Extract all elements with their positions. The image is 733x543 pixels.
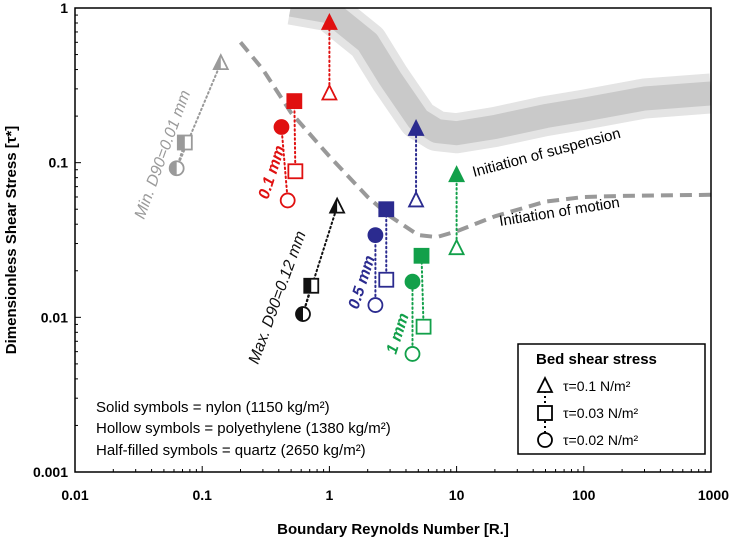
- x-tick-label-3: 10: [449, 487, 465, 503]
- marker-2-4: [448, 238, 466, 256]
- marker-4-0-half-fill: [295, 307, 303, 322]
- marker-0-3: [286, 93, 303, 110]
- y-axis-title: Dimensionless Shear Stress [τ*]: [3, 126, 20, 354]
- plot-area: 0.01 0.1 1 10 100 1000 0.001 0.01 0.1 1: [33, 0, 729, 503]
- motion-curve-layer: [238, 41, 711, 240]
- suspension-band-layer: [287, 8, 711, 154]
- marker-2-2-body: [415, 318, 432, 335]
- marker-3-0-half-fill: [169, 161, 177, 176]
- x-tick-label-4: 100: [572, 487, 596, 503]
- marker-3-2: [212, 53, 230, 71]
- marker-1-0-body: [367, 297, 384, 313]
- marker-0-1: [273, 119, 290, 135]
- legend-symbol-1-body: [537, 405, 553, 421]
- marker-0-0: [279, 192, 296, 209]
- marker-2-0-body: [404, 346, 421, 362]
- axis-tick-layer: 0.01 0.1 1 10 100 1000 0.001 0.01 0.1 1: [33, 0, 729, 503]
- marker-2-1-body: [404, 273, 421, 290]
- suspension-band-inner-0: [289, 8, 711, 146]
- marker-4-2: [328, 196, 346, 214]
- marker-0-2: [287, 163, 304, 180]
- connector-0-2: [293, 100, 297, 173]
- marker-2-3-body: [413, 247, 430, 264]
- marker-3-1: [176, 134, 193, 151]
- connector-0-0: [280, 126, 289, 202]
- marker-3-2-half-fill: [213, 55, 221, 70]
- marker-0-5: [320, 12, 338, 30]
- marker-2-4-body: [448, 238, 466, 256]
- x-tick-label-1: 0.1: [192, 487, 212, 503]
- marker-2-5-body: [448, 165, 466, 183]
- marker-0-2-body: [287, 163, 304, 180]
- marker-0-4: [320, 83, 338, 101]
- marker-1-0: [367, 297, 384, 313]
- legend-label-1: τ=0.03 N/m²: [563, 405, 639, 421]
- legend-label-0: τ=0.1 N/m²: [563, 378, 631, 394]
- marker-3-1-half-fill: [177, 135, 185, 150]
- connector-3-q: [175, 62, 222, 170]
- material-note-solid: Solid symbols = nylon (1150 kg/m²): [96, 399, 330, 416]
- material-note-hollow: Hollow symbols = polyethylene (1380 kg/m…: [96, 420, 391, 437]
- marker-4-1: [303, 277, 320, 294]
- x-tick-label-5: 1000: [698, 487, 729, 503]
- legend-entries: τ=0.1 N/m² τ=0.03 N/m² τ=0.02 N/m²: [536, 375, 639, 448]
- plot-frame: [74, 7, 712, 473]
- marker-2-3: [413, 247, 430, 264]
- series-label-min-d90: Min. D90=0.01 mm: [132, 88, 194, 221]
- x-axis-title: Boundary Reynolds Number [R.]: [277, 521, 509, 538]
- series-label-max-d90: Max. D90=0.12 mm: [246, 229, 310, 366]
- connector-4-q: [301, 205, 339, 316]
- marker-4-1-half-fill: [304, 278, 312, 293]
- legend-title: Bed shear stress: [536, 351, 657, 368]
- marker-1-3-body: [378, 201, 395, 218]
- marker-2-0: [404, 346, 421, 362]
- marker-2-2: [415, 318, 432, 335]
- x-tick-label-2: 1: [326, 487, 334, 503]
- marker-1-1: [367, 227, 384, 244]
- marker-4-0: [295, 306, 311, 322]
- marker-1-4: [407, 190, 425, 208]
- marker-1-2: [378, 271, 395, 288]
- initiation-motion-label: Initiation of motion: [498, 194, 621, 230]
- marker-0-1-body: [273, 119, 290, 135]
- marker-0-0-body: [279, 192, 296, 209]
- x-tick-label-0: 0.01: [61, 487, 88, 503]
- series-connector-layer: [175, 21, 458, 355]
- marker-1-5-body: [407, 119, 425, 136]
- legend-symbol-2-body: [537, 432, 553, 448]
- marker-4-2-half-fill: [330, 198, 338, 213]
- marker-1-2-body: [378, 271, 395, 288]
- legend: Bed shear stress τ=0.1 N/m²τ=0.03 N/m²τ=…: [517, 343, 706, 455]
- series-label-0-1mm: 0.1 mm: [256, 144, 289, 202]
- marker-1-1-body: [367, 227, 384, 244]
- marker-1-5: [407, 119, 425, 136]
- marker-1-4-body: [407, 190, 425, 208]
- marker-3-0: [168, 160, 185, 177]
- marker-2-5: [448, 165, 466, 183]
- connector-2-2: [420, 254, 425, 328]
- legend-symbol-1: [537, 405, 553, 421]
- legend-symbol-0: [536, 375, 554, 393]
- y-tick-label-3: 1: [60, 0, 68, 16]
- marker-0-5-body: [320, 12, 338, 30]
- legend-symbol-0-body: [536, 375, 554, 393]
- material-note-half: Half-filled symbols = quartz (2650 kg/m²…: [96, 442, 366, 459]
- legend-symbol-2: [537, 432, 553, 448]
- y-tick-label-2: 0.1: [49, 155, 69, 171]
- y-tick-label-1: 0.01: [41, 309, 68, 325]
- marker-0-4-body: [320, 83, 338, 101]
- marker-0-3-body: [286, 93, 303, 110]
- legend-label-2: τ=0.02 N/m²: [563, 432, 639, 448]
- motion-curve-0: [238, 41, 711, 240]
- series-marker-layer: [168, 12, 466, 362]
- marker-2-1: [404, 273, 421, 290]
- marker-1-3: [378, 201, 395, 218]
- y-tick-label-0: 0.001: [33, 464, 68, 480]
